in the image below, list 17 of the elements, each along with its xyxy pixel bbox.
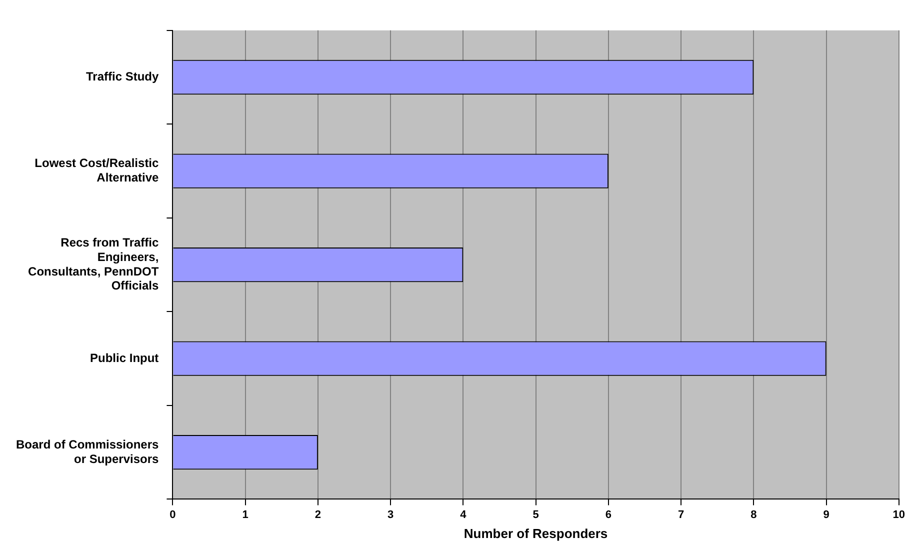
x-tick-label: 5: [532, 508, 539, 521]
x-tick-label: 2: [314, 508, 321, 521]
y-tick-label: Traffic Study: [86, 70, 160, 84]
x-tick-label: 6: [605, 508, 612, 521]
y-tick-label: Board of Commissioners or Supervisors: [16, 437, 160, 466]
y-tick-label: Public Input: [90, 350, 159, 365]
x-tick-label: 0: [170, 508, 176, 521]
x-tick-label: 7: [678, 508, 684, 521]
x-tick-label: 10: [892, 508, 906, 521]
x-axis-title: Number of Responders: [464, 526, 608, 541]
x-tick-label: 8: [750, 508, 757, 521]
y-tick-label: Lowest Cost/Realistic Alternative: [34, 156, 160, 185]
x-tick-label: 1: [242, 508, 248, 521]
y-tick-label: Recs from Traffic Engineers, Consultants, PennDOT Officials: [28, 236, 160, 293]
x-tick-label: 3: [387, 508, 394, 521]
x-tick-label: 9: [823, 508, 830, 521]
x-tick-label: 4: [460, 508, 468, 521]
